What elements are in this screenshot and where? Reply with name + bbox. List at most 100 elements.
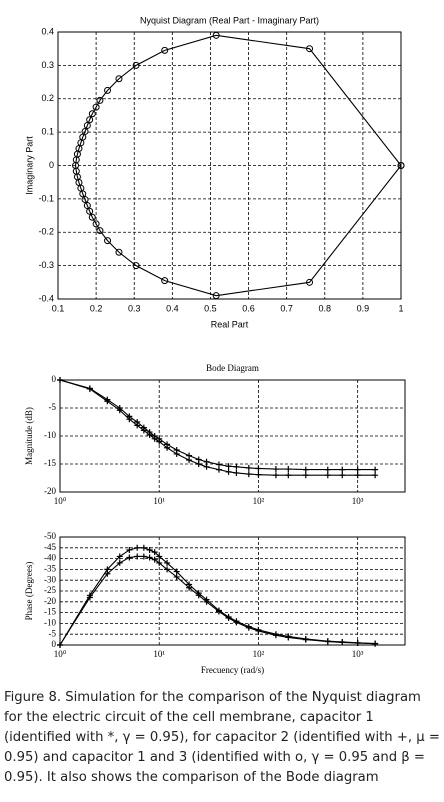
x-tick-label: 1 — [398, 303, 403, 313]
marker — [140, 553, 147, 560]
figure: 0.1 0.2 0.3 0.4 0.5 0.6 0.7 0.8 0.9 1 -0.4 -0.3 -0.2… — [24, 15, 406, 675]
marker — [164, 566, 171, 573]
marker — [173, 450, 180, 457]
marker — [86, 207, 94, 215]
x-tick-label: 0.3 — [128, 303, 141, 313]
x-axis-label: Real Part — [211, 319, 249, 329]
marker — [156, 559, 163, 566]
chart-title: Nyquist Diagram (Real Part - Imaginary P… — [140, 15, 319, 25]
marker — [372, 640, 379, 647]
marker — [302, 636, 309, 643]
marker — [272, 632, 279, 639]
marker — [81, 127, 89, 135]
marker — [203, 598, 210, 605]
marker — [397, 162, 405, 169]
marker — [339, 639, 346, 646]
marker — [156, 438, 163, 445]
y-tick-label: 0.3 — [41, 60, 54, 70]
marker — [81, 196, 89, 204]
marker — [86, 116, 94, 124]
y-tick-label: 0 — [52, 639, 57, 649]
y-tick-label: -0.3 — [38, 260, 54, 270]
marker — [212, 31, 220, 39]
marker — [104, 398, 111, 405]
marker — [233, 469, 240, 476]
y-tick-label: 0.2 — [41, 93, 54, 103]
marker — [215, 466, 222, 473]
marker — [88, 110, 96, 118]
chart: 0.1 0.2 0.3 0.4 0.5 0.6 0.7 0.8 0.9 1 -0.4 -0.3 -0.2… — [24, 15, 405, 329]
plot-frame — [59, 379, 406, 493]
marker — [161, 46, 169, 54]
x-tick-label: 0.5 — [204, 303, 217, 313]
marker — [115, 75, 123, 83]
marker — [302, 472, 309, 479]
y-tick-label: 0.4 — [41, 26, 54, 36]
marker — [146, 431, 153, 438]
x-tick-label: 0.8 — [319, 303, 332, 313]
x-tick-label: 0.9 — [357, 303, 370, 313]
marker — [92, 220, 100, 228]
marker — [132, 262, 140, 270]
chart: 10⁰ 10¹ 10² 10³ -20 -15 -10 -5 0 Bode Diagram Magn… — [24, 363, 406, 506]
y-tick-label: -20 — [44, 596, 56, 606]
y-tick-label: 0.1 — [41, 127, 54, 137]
marker — [134, 544, 141, 551]
x-tick-label: 10⁰ — [54, 496, 67, 506]
marker — [306, 45, 314, 53]
marker — [140, 427, 147, 434]
marker — [212, 292, 220, 300]
marker — [115, 248, 123, 256]
marker — [186, 457, 193, 464]
x-tick-label: 0.7 — [280, 303, 293, 313]
marker — [126, 546, 133, 553]
marker — [302, 466, 309, 473]
marker — [225, 468, 232, 475]
marker — [57, 377, 63, 383]
y-tick-label: -5 — [49, 402, 57, 412]
x-tick-label: 10³ — [352, 649, 364, 659]
x-tick-label: 10¹ — [153, 649, 165, 659]
x-tick-label: 0.6 — [242, 303, 255, 313]
marker — [86, 594, 93, 601]
marker — [354, 472, 361, 479]
marker — [255, 465, 262, 472]
caption: Figure 8. Simulation for the comparison … — [4, 690, 440, 785]
y-tick-label: 0 — [52, 374, 57, 384]
marker — [151, 549, 158, 556]
marker — [225, 463, 232, 470]
y-axis-label: Imaginary Part — [24, 136, 34, 195]
marker — [354, 466, 361, 473]
y-tick-label: -10 — [44, 430, 56, 440]
marker — [285, 472, 292, 479]
y-tick-label: -15 — [44, 607, 56, 617]
marker — [116, 559, 123, 566]
marker — [79, 190, 87, 198]
marker — [372, 466, 379, 473]
marker — [126, 554, 133, 561]
y-tick-label: -30 — [44, 574, 56, 584]
x-tick-label: 0.2 — [90, 303, 103, 313]
x-axis-label: Frecuency (rad/s) — [201, 665, 264, 675]
marker — [306, 278, 314, 286]
marker — [88, 213, 96, 221]
marker — [195, 461, 202, 467]
marker — [132, 61, 140, 69]
marker — [104, 86, 112, 94]
marker — [245, 471, 252, 478]
x-tick-label: 10³ — [352, 496, 364, 506]
y-tick-label: -0.4 — [38, 293, 54, 303]
x-tick-label: 0.4 — [166, 303, 179, 313]
y-tick-label: -35 — [44, 563, 56, 573]
marker — [151, 556, 158, 563]
y-tick-label: -40 — [44, 553, 56, 563]
marker — [161, 277, 169, 285]
y-tick-label: -15 — [44, 458, 56, 468]
marker — [156, 553, 163, 560]
marker — [116, 407, 123, 414]
marker — [57, 642, 63, 648]
x-tick-label: 10⁰ — [54, 649, 67, 659]
marker — [215, 608, 222, 615]
marker — [285, 634, 292, 641]
series-line — [59, 379, 376, 476]
